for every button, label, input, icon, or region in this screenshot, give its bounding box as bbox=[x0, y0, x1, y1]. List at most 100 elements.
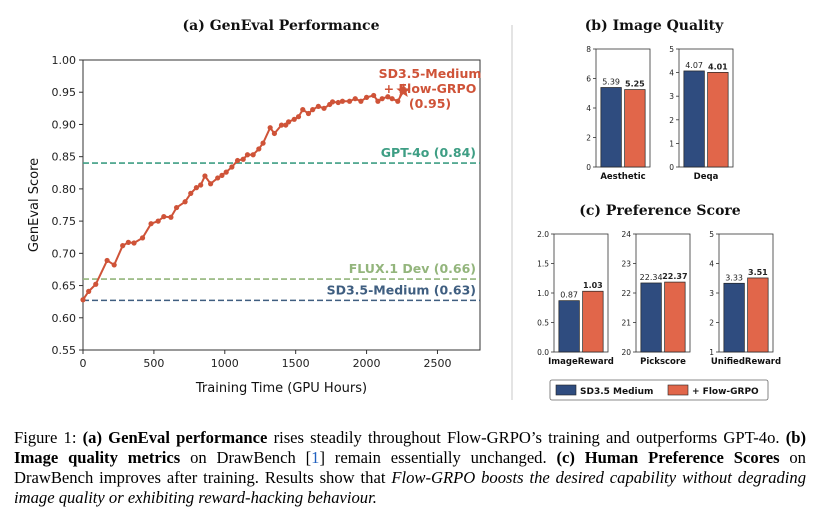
data-point bbox=[120, 243, 126, 249]
bar-chart-deqa: 0 1 2 3 4 5 4.07 4.01 Deqa bbox=[669, 45, 734, 182]
data-point bbox=[267, 125, 273, 131]
x-axis-label: Training Time (GPU Hours) bbox=[195, 381, 367, 396]
bar-y-tick-label: 4 bbox=[586, 104, 591, 113]
data-point bbox=[335, 99, 341, 106]
bar-y-tick-label: 24 bbox=[621, 230, 631, 239]
data-point bbox=[223, 169, 229, 175]
caption-b-text1: on DrawBench [ bbox=[180, 448, 312, 467]
caption-c-bold: Human Preference Scores bbox=[584, 448, 780, 467]
bar-chart-aesthetic: 0 2 4 6 8 5.39 5.25 Aesthetic bbox=[586, 45, 651, 182]
bar-category-label: Deqa bbox=[694, 172, 719, 182]
data-point bbox=[385, 94, 391, 100]
data-point bbox=[202, 173, 208, 179]
bar-value-label: 5.39 bbox=[602, 77, 620, 86]
bar-y-tick-label: 5 bbox=[709, 230, 714, 239]
data-point bbox=[86, 288, 92, 294]
panel-a-title: (a) GenEval Performance bbox=[183, 18, 380, 34]
y-tick-label: 0.55 bbox=[52, 344, 77, 357]
caption-c-tag: (c) bbox=[556, 448, 585, 467]
bar-chart-imagereward: 0.0 0.5 1.0 1.5 2.0 0.87 1.03 ImageReward bbox=[537, 230, 614, 367]
data-point bbox=[371, 92, 377, 99]
data-point bbox=[80, 297, 86, 303]
data-point bbox=[300, 107, 306, 113]
data-point bbox=[363, 94, 370, 100]
bar-y-tick-label: 2 bbox=[669, 116, 674, 125]
data-point bbox=[240, 156, 246, 162]
x-tick-label: 1500 bbox=[282, 357, 310, 370]
data-point bbox=[229, 164, 235, 170]
bar-flow-grpo bbox=[747, 277, 769, 353]
data-point bbox=[182, 199, 188, 205]
bar-y-tick-label: 1 bbox=[709, 348, 714, 357]
data-point bbox=[234, 157, 241, 164]
bar-value-label: 22.37 bbox=[662, 272, 687, 281]
panel-b-title: (b) Image Quality bbox=[585, 18, 724, 34]
data-point bbox=[256, 146, 262, 152]
data-point bbox=[148, 221, 154, 227]
bar-y-tick-label: 22 bbox=[621, 289, 631, 298]
caption-conclusion: Flow-GRPO boosts the desired capability … bbox=[14, 468, 806, 507]
bar-y-tick-label: 8 bbox=[586, 45, 591, 54]
data-point bbox=[339, 98, 346, 104]
y-tick-label: 0.80 bbox=[52, 183, 77, 196]
y-tick-label: 0.90 bbox=[52, 118, 77, 131]
data-point bbox=[155, 218, 161, 224]
bar-flow-grpo bbox=[624, 89, 646, 168]
bar-category-label: Pickscore bbox=[640, 357, 686, 367]
data-point bbox=[271, 130, 278, 137]
data-point bbox=[139, 235, 146, 241]
bar-flow-grpo bbox=[664, 281, 686, 353]
data-point bbox=[278, 122, 285, 128]
bar-y-tick-label: 1 bbox=[669, 139, 674, 148]
bar-value-label: 3.33 bbox=[725, 273, 743, 282]
y-tick-label: 0.65 bbox=[52, 280, 77, 293]
y-tick-label: 0.95 bbox=[52, 86, 77, 99]
data-point bbox=[111, 262, 117, 268]
bar-y-tick-label: 2 bbox=[709, 319, 714, 328]
reference-label-sd35: SD3.5-Medium (0.63) bbox=[327, 282, 476, 297]
bar-flow-grpo bbox=[707, 72, 729, 168]
x-tick-label: 0 bbox=[80, 357, 87, 370]
data-point bbox=[250, 152, 256, 158]
data-point bbox=[379, 96, 385, 102]
x-tick-label: 2000 bbox=[353, 357, 381, 370]
data-point bbox=[215, 175, 221, 181]
bar-value-label: 4.07 bbox=[685, 61, 703, 70]
bar-sd35 bbox=[600, 87, 622, 168]
bar-y-tick-label: 20 bbox=[621, 348, 631, 357]
data-point bbox=[104, 257, 110, 264]
bar-value-label: 1.03 bbox=[583, 281, 603, 290]
plot-area bbox=[82, 59, 481, 351]
bar-y-tick-label: 0.0 bbox=[537, 348, 549, 357]
data-point bbox=[352, 96, 358, 102]
x-tick-label: 2500 bbox=[423, 357, 451, 370]
y-tick-label: 0.75 bbox=[52, 215, 77, 228]
bar-category-label: Aesthetic bbox=[600, 172, 645, 182]
bar-sd35 bbox=[683, 70, 705, 168]
bar-category-label: ImageReward bbox=[548, 357, 614, 367]
data-point bbox=[291, 116, 297, 122]
bar-flow-grpo bbox=[582, 290, 604, 353]
bar-chart-pickscore: 20 21 22 23 24 22.34 22.37 Pickscore bbox=[621, 230, 691, 367]
final-label-line: (0.95) bbox=[409, 96, 451, 111]
y-tick-label: 1.00 bbox=[52, 54, 77, 67]
caption-a-text: rises steadily throughout Flow-GRPO’s tr… bbox=[267, 428, 786, 447]
data-point bbox=[131, 240, 137, 246]
data-point bbox=[305, 110, 312, 117]
data-point bbox=[285, 119, 292, 125]
bar-y-tick-label: 3 bbox=[669, 92, 674, 101]
bar-value-label: 4.01 bbox=[708, 62, 728, 71]
final-label-line: + Flow-GRPO bbox=[384, 81, 477, 96]
caption-a-bold: GenEval performance bbox=[108, 428, 268, 447]
data-point bbox=[310, 107, 316, 113]
final-point-star bbox=[396, 83, 411, 97]
citation-link[interactable]: 1 bbox=[311, 448, 320, 467]
bar-y-tick-label: 0 bbox=[586, 163, 591, 172]
bar-y-tick-label: 2 bbox=[586, 134, 591, 143]
data-point bbox=[161, 214, 167, 220]
bar-y-tick-label: 23 bbox=[621, 260, 631, 269]
data-point bbox=[193, 185, 200, 191]
data-point bbox=[173, 204, 180, 211]
data-point bbox=[125, 239, 131, 245]
